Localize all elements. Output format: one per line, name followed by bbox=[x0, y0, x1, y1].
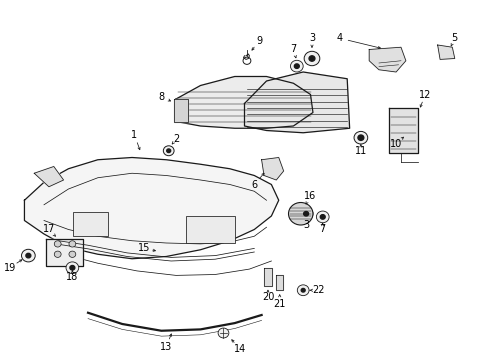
Circle shape bbox=[69, 241, 76, 247]
Text: 19: 19 bbox=[3, 263, 16, 273]
Circle shape bbox=[218, 328, 228, 338]
Text: 11: 11 bbox=[354, 146, 366, 156]
Text: 7: 7 bbox=[290, 45, 296, 54]
Text: 3: 3 bbox=[303, 220, 308, 230]
Text: 9: 9 bbox=[256, 36, 262, 45]
Text: 12: 12 bbox=[418, 90, 431, 99]
Circle shape bbox=[54, 241, 61, 247]
Circle shape bbox=[353, 131, 367, 144]
Circle shape bbox=[163, 146, 174, 156]
Circle shape bbox=[294, 64, 299, 68]
Polygon shape bbox=[46, 238, 83, 265]
Circle shape bbox=[297, 285, 308, 296]
Text: 15: 15 bbox=[138, 243, 150, 253]
Circle shape bbox=[357, 135, 363, 140]
Circle shape bbox=[66, 262, 79, 274]
Text: 21: 21 bbox=[273, 299, 285, 309]
Text: 22: 22 bbox=[312, 285, 325, 295]
Circle shape bbox=[70, 265, 75, 270]
Polygon shape bbox=[34, 166, 63, 187]
Text: 20: 20 bbox=[261, 292, 274, 302]
Text: 1: 1 bbox=[131, 130, 137, 140]
Text: 2: 2 bbox=[173, 135, 179, 144]
Text: 13: 13 bbox=[160, 342, 172, 351]
Text: 18: 18 bbox=[66, 272, 79, 282]
Circle shape bbox=[308, 56, 314, 61]
Circle shape bbox=[304, 51, 319, 66]
Polygon shape bbox=[276, 274, 282, 290]
Text: 3: 3 bbox=[308, 33, 314, 43]
Text: 14: 14 bbox=[233, 344, 245, 354]
Text: 5: 5 bbox=[451, 33, 457, 43]
Polygon shape bbox=[437, 45, 454, 59]
Text: 16: 16 bbox=[304, 191, 316, 201]
Circle shape bbox=[288, 202, 312, 225]
Circle shape bbox=[54, 251, 61, 257]
Polygon shape bbox=[244, 72, 349, 133]
Text: 8: 8 bbox=[158, 92, 164, 102]
Circle shape bbox=[316, 211, 328, 223]
Polygon shape bbox=[264, 268, 271, 286]
Text: 4: 4 bbox=[336, 33, 342, 43]
Text: 6: 6 bbox=[251, 180, 257, 189]
Text: 7: 7 bbox=[319, 225, 325, 234]
Circle shape bbox=[69, 251, 76, 257]
Polygon shape bbox=[261, 158, 283, 180]
Circle shape bbox=[299, 207, 312, 220]
Circle shape bbox=[166, 149, 170, 153]
Circle shape bbox=[26, 253, 31, 258]
Circle shape bbox=[303, 211, 308, 216]
FancyBboxPatch shape bbox=[73, 211, 107, 236]
Circle shape bbox=[290, 60, 303, 72]
FancyBboxPatch shape bbox=[185, 216, 234, 243]
Polygon shape bbox=[173, 99, 188, 122]
Text: 10: 10 bbox=[389, 139, 402, 149]
Circle shape bbox=[21, 249, 35, 262]
Circle shape bbox=[301, 288, 305, 292]
Polygon shape bbox=[176, 77, 312, 128]
Circle shape bbox=[320, 215, 325, 219]
Polygon shape bbox=[388, 108, 417, 153]
Polygon shape bbox=[24, 158, 278, 259]
Polygon shape bbox=[368, 47, 405, 72]
Text: 17: 17 bbox=[42, 225, 55, 234]
